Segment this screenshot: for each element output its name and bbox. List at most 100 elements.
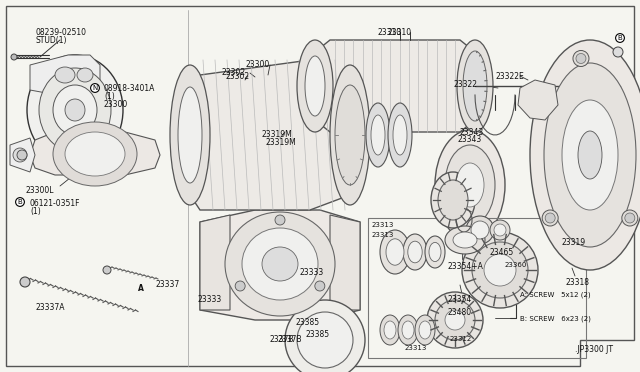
Ellipse shape — [398, 315, 418, 345]
Ellipse shape — [544, 63, 636, 247]
Ellipse shape — [77, 68, 93, 82]
Ellipse shape — [408, 241, 422, 263]
Ellipse shape — [39, 68, 111, 152]
Ellipse shape — [435, 130, 505, 240]
Ellipse shape — [415, 315, 435, 345]
Circle shape — [13, 148, 27, 162]
Text: 23354+A: 23354+A — [448, 262, 484, 271]
Text: 23300: 23300 — [104, 100, 128, 109]
Text: 23300: 23300 — [245, 60, 269, 69]
Ellipse shape — [490, 220, 510, 240]
Text: 06121-0351F: 06121-0351F — [30, 199, 81, 208]
Polygon shape — [200, 210, 360, 320]
Ellipse shape — [462, 232, 538, 308]
Ellipse shape — [366, 103, 390, 167]
Polygon shape — [200, 215, 230, 310]
Ellipse shape — [419, 321, 431, 339]
Circle shape — [625, 213, 635, 223]
Text: (1): (1) — [104, 92, 115, 101]
Text: 23337A: 23337A — [35, 303, 65, 312]
Text: 23385: 23385 — [305, 330, 329, 339]
Text: 23319M: 23319M — [265, 138, 296, 147]
Ellipse shape — [484, 254, 516, 286]
Ellipse shape — [65, 132, 125, 176]
Text: 23302: 23302 — [225, 72, 249, 81]
Ellipse shape — [225, 212, 335, 316]
Text: 23360: 23360 — [505, 262, 527, 268]
Circle shape — [622, 210, 638, 226]
Ellipse shape — [53, 85, 97, 135]
Ellipse shape — [65, 99, 85, 121]
Circle shape — [275, 215, 285, 225]
Ellipse shape — [242, 228, 318, 300]
Text: 08239-02510: 08239-02510 — [35, 28, 86, 37]
Text: 23333: 23333 — [300, 268, 324, 277]
Ellipse shape — [402, 321, 414, 339]
Text: 23300L: 23300L — [25, 186, 54, 195]
Text: B: B — [618, 35, 622, 41]
Polygon shape — [518, 80, 558, 120]
Ellipse shape — [53, 122, 137, 186]
Bar — [462, 245, 480, 259]
Circle shape — [576, 54, 586, 64]
Circle shape — [315, 281, 325, 291]
Text: 23313: 23313 — [372, 232, 394, 238]
Ellipse shape — [330, 65, 370, 205]
Ellipse shape — [285, 300, 365, 372]
Polygon shape — [330, 215, 360, 310]
Ellipse shape — [445, 145, 495, 225]
Ellipse shape — [388, 103, 412, 167]
Text: 23313: 23313 — [405, 345, 428, 351]
Circle shape — [613, 47, 623, 57]
Circle shape — [542, 210, 558, 226]
Text: 23313: 23313 — [372, 222, 394, 228]
Ellipse shape — [445, 310, 465, 330]
Circle shape — [573, 51, 589, 67]
Ellipse shape — [429, 243, 441, 262]
Circle shape — [20, 277, 30, 287]
Polygon shape — [10, 138, 35, 172]
Ellipse shape — [463, 51, 487, 121]
Bar — [368, 218, 586, 358]
Text: 08918-3401A: 08918-3401A — [104, 84, 156, 93]
Ellipse shape — [380, 230, 410, 274]
Ellipse shape — [403, 234, 427, 270]
Text: 23385: 23385 — [295, 318, 319, 327]
Text: 23343: 23343 — [460, 128, 484, 137]
Ellipse shape — [384, 321, 396, 339]
Ellipse shape — [393, 115, 407, 155]
Ellipse shape — [457, 40, 493, 132]
Ellipse shape — [386, 239, 404, 265]
Text: N: N — [92, 85, 98, 91]
Polygon shape — [315, 40, 475, 132]
Ellipse shape — [445, 226, 485, 254]
Ellipse shape — [578, 131, 602, 179]
Ellipse shape — [494, 224, 506, 236]
Text: 23302: 23302 — [222, 68, 246, 77]
Ellipse shape — [297, 312, 353, 368]
Ellipse shape — [262, 247, 298, 281]
Text: B: SCREW   6x23 (2): B: SCREW 6x23 (2) — [520, 315, 591, 321]
Text: 23319M: 23319M — [262, 130, 292, 139]
Ellipse shape — [438, 180, 468, 220]
Text: STUD(1): STUD(1) — [35, 36, 67, 45]
Polygon shape — [30, 55, 100, 97]
Ellipse shape — [472, 242, 528, 298]
Ellipse shape — [562, 100, 618, 210]
Circle shape — [11, 54, 17, 60]
Text: 23333: 23333 — [197, 295, 221, 304]
Circle shape — [103, 266, 111, 274]
Text: 23480: 23480 — [448, 308, 472, 317]
Ellipse shape — [471, 221, 489, 239]
Ellipse shape — [178, 87, 202, 183]
Text: 23322E: 23322E — [496, 72, 525, 81]
Ellipse shape — [27, 55, 123, 165]
Text: 23343: 23343 — [458, 135, 483, 144]
Text: 23354: 23354 — [448, 295, 472, 304]
Text: .JP3300 JT: .JP3300 JT — [575, 345, 613, 354]
Polygon shape — [190, 60, 350, 210]
Ellipse shape — [170, 65, 210, 205]
Text: 23318: 23318 — [566, 278, 590, 287]
Polygon shape — [6, 6, 634, 366]
Ellipse shape — [55, 67, 75, 83]
